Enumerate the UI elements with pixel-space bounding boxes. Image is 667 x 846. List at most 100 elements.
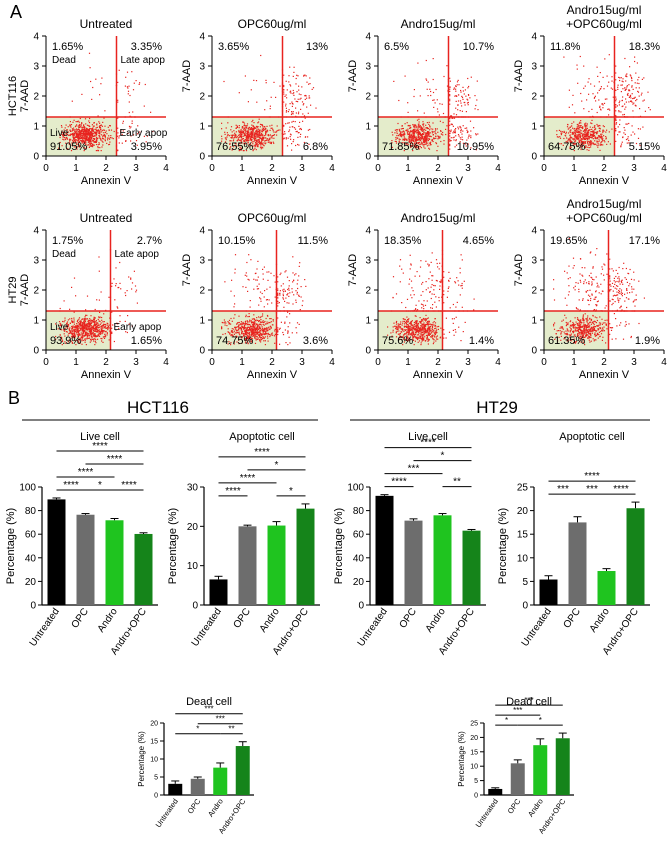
flow-dot [395,321,397,323]
flow-dot [87,144,89,146]
flow-dot [97,338,99,340]
flow-dot [247,340,249,342]
flow-dot [235,327,237,329]
flow-dot [284,133,286,135]
flow-dot [284,322,286,324]
flow-dot [102,332,104,334]
flow-dot [84,338,86,340]
quadrant-label-live: Live [50,128,69,139]
flow-dot [412,339,415,341]
flow-dot [251,134,253,136]
flow-dot [582,141,584,143]
flow-dot [248,337,250,339]
flow-dot [402,130,404,132]
flow-dot [634,82,636,84]
flow-dot [592,93,594,95]
flow-dot [297,287,299,290]
flow-dot [221,135,223,137]
flow-dot [296,332,298,334]
flow-dot [611,80,613,82]
flow-dot [599,108,602,110]
flow-dot [246,134,248,136]
flow-dot [242,126,244,128]
flow-dot [245,338,247,340]
flow-dot [64,335,66,337]
flow-dot [422,326,424,328]
flow-dot [594,128,596,130]
flow-dot [254,325,256,327]
flow-dot [624,89,627,91]
flow-dot [626,76,628,78]
flow-dot [229,142,231,144]
flow-dot [582,130,584,132]
flow-dot [78,317,81,319]
flow-dot [298,295,300,297]
flow-dot [261,326,263,328]
flow-dot [107,329,109,331]
flow-dot [258,325,260,327]
flow-dot [98,332,100,334]
flow-dot [585,135,587,138]
flow-dot [579,121,581,123]
flow-dot [559,136,561,138]
flow-dot [306,106,308,108]
flow-dot [262,320,264,322]
flow-dot [260,138,262,140]
flow-dot [300,128,302,131]
flow-dot [259,134,261,136]
flow-dot [598,136,600,138]
flow-dot [402,322,404,324]
flow-dot [244,330,246,332]
flow-dot [238,339,240,341]
flow-dot [250,134,252,136]
flow-dot [626,73,628,75]
flow-dot [416,137,418,139]
flow-dot [69,308,71,310]
flow-dot [632,131,634,133]
flow-dot [246,261,248,264]
flow-dot [231,136,233,138]
flow-dot [280,321,282,323]
flow-dot [423,130,425,132]
flow-dot [582,126,584,128]
flow-dot [247,323,249,325]
flow-dot [626,123,628,125]
flow-dot [404,323,406,325]
flow-dot [130,126,132,128]
flow-dot [90,135,92,137]
flow-dot [104,137,106,139]
flow-dot [91,128,93,130]
flow-dot [269,318,271,320]
flow-dot [579,135,581,137]
flow-dot [68,339,70,341]
flow-dot [103,326,105,328]
flow-dot [73,141,75,143]
flow-dot [584,138,586,141]
flow-dot [584,131,586,133]
flow-dot [437,145,439,147]
flow-dot [126,331,128,334]
flow-dot [79,322,82,325]
flow-dot [58,321,61,323]
flow-dot [432,322,434,324]
flow-dot [82,322,84,324]
flow-dot [474,108,476,110]
flow-dot [88,329,90,331]
flow-dot [398,99,400,102]
flow-dot [63,300,65,302]
flow-dot [293,92,295,94]
flow-dot [258,323,260,325]
flow-dot [291,126,293,128]
flow-dot [88,328,90,330]
flow-dot [410,135,412,137]
flow-dot [64,329,66,331]
flow-dot [92,326,94,328]
flow-dot [587,81,589,83]
flow-dot [620,145,622,147]
flow-dot [415,315,417,317]
quadrant-label-early: Early apop [114,322,162,333]
flow-dot [407,111,409,113]
flow-dot [404,333,406,335]
flow-dot [287,111,289,113]
flow-dot [230,290,232,292]
